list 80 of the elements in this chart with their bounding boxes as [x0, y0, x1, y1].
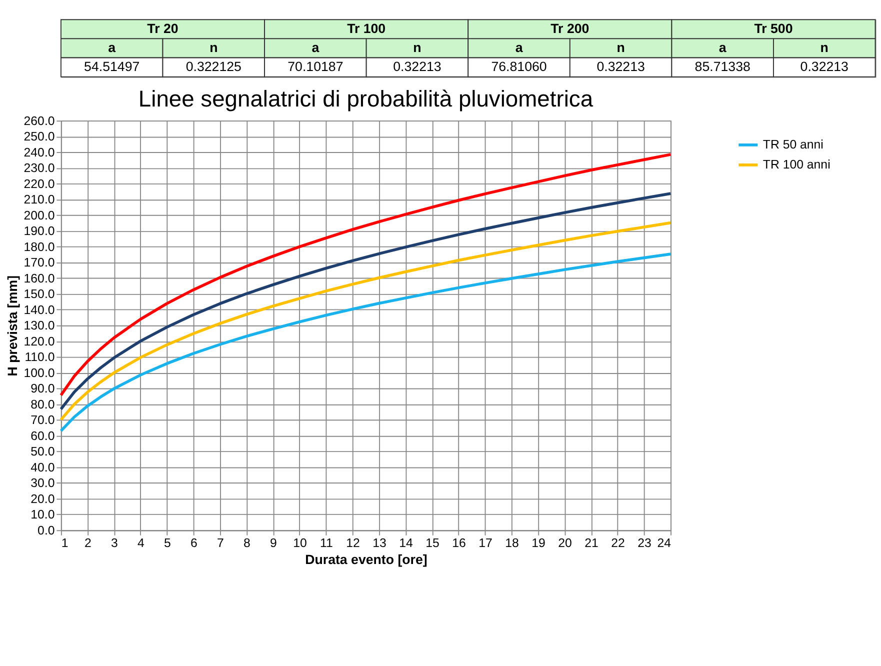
- text: 0.32213: [800, 59, 848, 74]
- x-tick-label: 20: [558, 536, 572, 550]
- x-tick-label: 13: [372, 536, 386, 550]
- x-tick-label: 9: [270, 536, 278, 550]
- x-tick-label: 11: [320, 536, 333, 550]
- x-tick-label: 17: [478, 536, 492, 550]
- y-tick-label: 200.0: [24, 208, 55, 222]
- line-series: [60, 221, 672, 422]
- text: 54.51497: [84, 59, 140, 74]
- text: 70.10187: [288, 59, 344, 74]
- x-tick-label: 21: [584, 536, 598, 550]
- text: a: [312, 40, 320, 56]
- chart-title: Linee segnalatrici di probabilità pluviometrica: [138, 85, 594, 112]
- x-tick-label: 5: [164, 536, 171, 550]
- text: 76.81060: [491, 59, 547, 74]
- line-series: [60, 153, 672, 397]
- text: 0.32213: [393, 59, 442, 74]
- x-tick-label: 24: [657, 536, 672, 550]
- x-tick-label: 8: [244, 536, 251, 550]
- y-tick-label: 50.0: [30, 444, 55, 459]
- y-tick-label: 250.0: [24, 130, 55, 144]
- y-axis-title: H prevista [mm]: [5, 275, 20, 376]
- x-tick-label: 1: [61, 536, 68, 550]
- text: 85.71338: [694, 59, 750, 74]
- x-tick-label: 4: [137, 536, 144, 550]
- text: a: [108, 40, 116, 56]
- y-tick-label: 160.0: [24, 271, 55, 286]
- legend-label: TR 100 anni: [762, 158, 830, 172]
- text: 0.322125: [186, 59, 242, 74]
- legend-label: TR 50 anni: [762, 138, 824, 152]
- y-tick-label: 220.0: [24, 176, 55, 191]
- y-tick-label: 240.0: [24, 145, 55, 160]
- y-tick-label: 180.0: [24, 240, 55, 254]
- x-tick-label: 10: [293, 536, 307, 550]
- x-tick-label: 3: [110, 536, 118, 550]
- y-tick-label: 230.0: [24, 161, 55, 176]
- x-axis-title: Durata evento [ore]: [305, 552, 428, 567]
- text: Tr 200: [550, 20, 590, 36]
- y-tick-label: 40.0: [30, 460, 55, 474]
- y-tick-label: 90.0: [30, 382, 55, 396]
- text: n: [820, 40, 828, 56]
- x-tick-label: 6: [190, 536, 198, 550]
- x-tick-label: 7: [217, 536, 224, 550]
- y-tick-label: 190.0: [24, 224, 55, 238]
- y-tick-label: 70.0: [30, 413, 55, 428]
- text: a: [718, 40, 727, 56]
- x-tick-label: 2: [84, 536, 92, 550]
- line-series: [60, 252, 672, 432]
- x-tick-label: 14: [399, 536, 413, 550]
- text: n: [616, 40, 625, 56]
- y-tick-label: 0.0: [38, 523, 55, 538]
- y-tick-label: 260.0: [24, 114, 55, 128]
- x-tick-label: 15: [426, 536, 440, 550]
- x-tick-label: 23: [638, 536, 652, 550]
- y-tick-label: 80.0: [30, 397, 55, 412]
- x-tick-label: 12: [346, 536, 360, 550]
- x-tick-label: 19: [532, 536, 546, 550]
- y-tick-label: 210.0: [24, 192, 55, 207]
- y-tick-label: 110.0: [24, 350, 55, 364]
- x-tick-label: 18: [505, 536, 519, 550]
- line-series: [60, 192, 672, 411]
- text: Tr 100: [347, 20, 386, 36]
- y-tick-label: 10.0: [30, 508, 55, 522]
- y-tick-label: 30.0: [30, 476, 55, 490]
- y-tick-label: 20.0: [30, 492, 55, 506]
- y-tick-label: 100.0: [24, 366, 55, 380]
- y-tick-label: 170.0: [24, 256, 55, 270]
- text: Tr 20: [147, 20, 178, 36]
- x-tick-label: 16: [452, 536, 466, 550]
- x-tick-label: 22: [611, 536, 625, 550]
- text: a: [515, 40, 524, 56]
- y-tick-label: 140.0: [24, 302, 55, 317]
- y-tick-label: 150.0: [24, 287, 55, 302]
- text: n: [210, 40, 218, 56]
- y-tick-label: 60.0: [30, 428, 55, 443]
- text: 0.32213: [596, 59, 645, 74]
- text: Tr 500: [754, 20, 793, 36]
- y-tick-label: 130.0: [24, 318, 55, 333]
- y-tick-label: 120.0: [24, 334, 55, 348]
- text: n: [413, 40, 422, 56]
